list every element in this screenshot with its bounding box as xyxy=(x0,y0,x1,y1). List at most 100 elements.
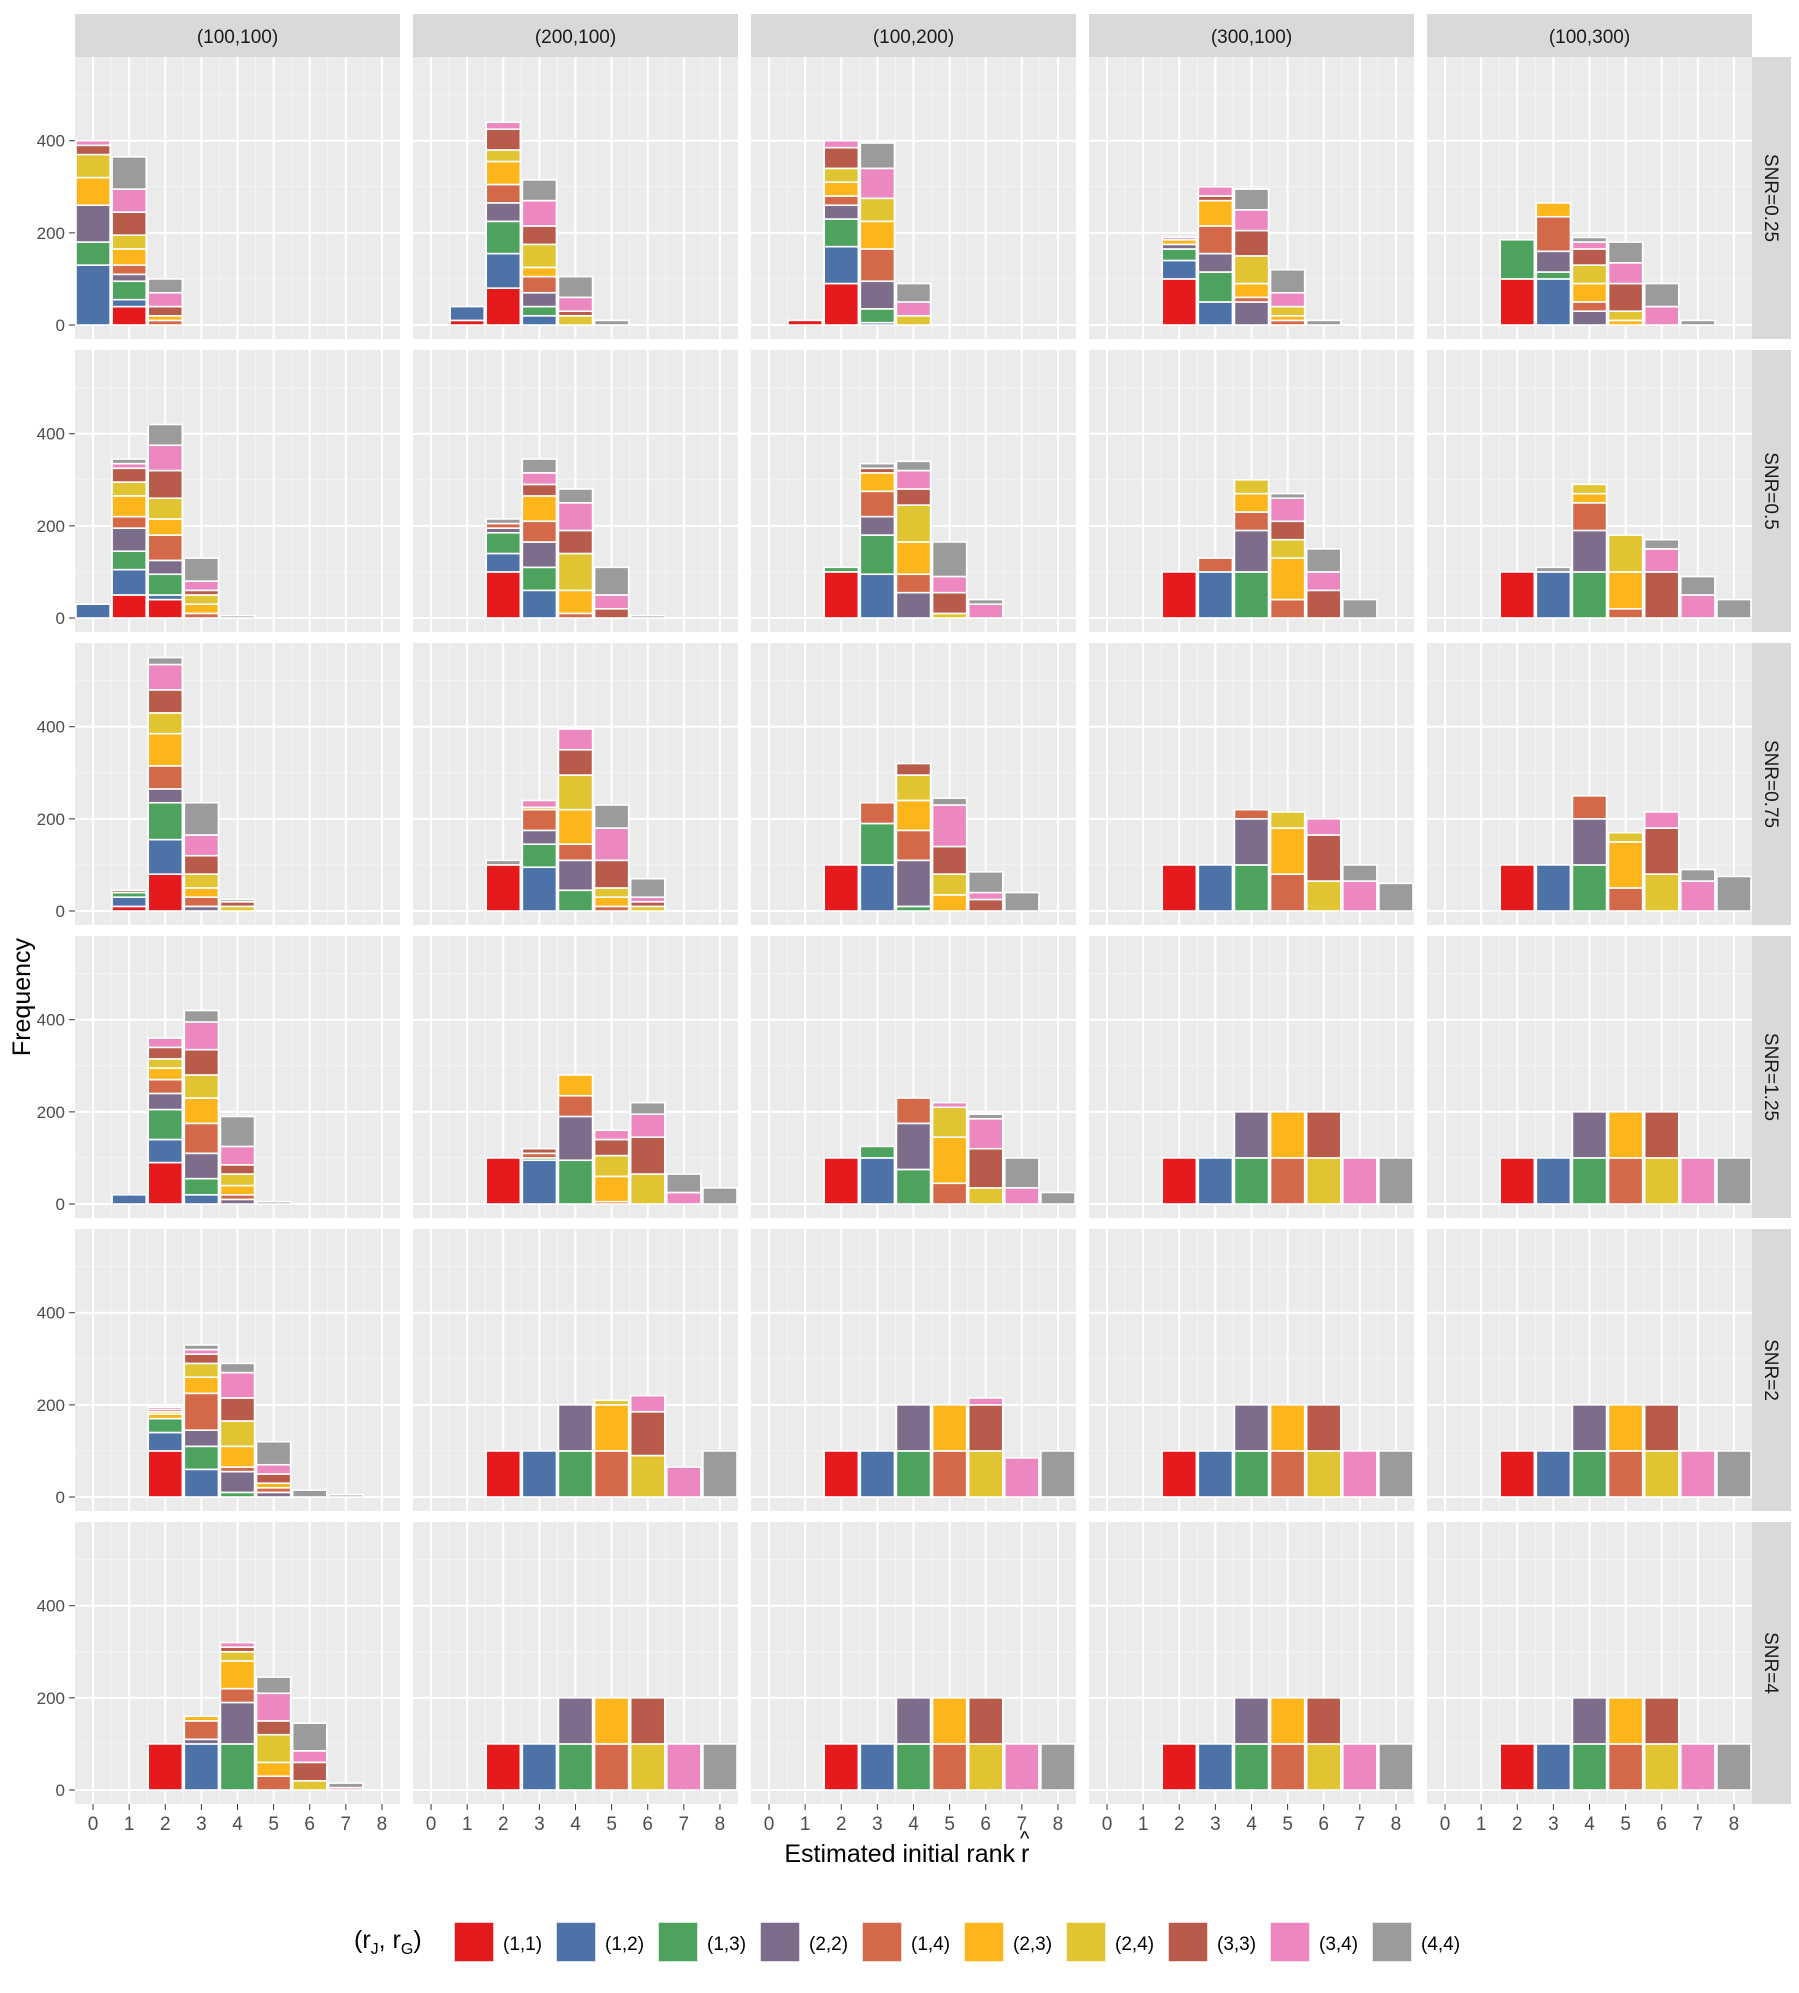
panel-r1-c1 xyxy=(413,350,738,632)
bar-segment-r0-c1-x3-s7 xyxy=(521,225,558,246)
bar-segment-r2-c1-x3-s3 xyxy=(521,829,558,845)
bar-segment-r0-c3-x5-s8 xyxy=(1269,291,1306,308)
bar-segment-r3-c0-x3-s6 xyxy=(183,1074,220,1099)
bar-segment-r2-c0-x2-s0 xyxy=(147,873,184,912)
bar-segment-r2-c2-x3-s4 xyxy=(859,801,896,825)
bar-segment-r1-c3-x6-s8 xyxy=(1305,571,1342,592)
bar-segment-r0-c0-x2-s9 xyxy=(147,278,184,294)
bar-segment-r0-c3-x4-s9 xyxy=(1233,188,1270,211)
bar-segment-r5-c1-x5-s4 xyxy=(593,1743,630,1791)
bar-segment-r3-c1-x5-s6 xyxy=(593,1154,630,1178)
bar-segment-r0-c1-x3-s8 xyxy=(521,199,558,227)
strip-row-0 xyxy=(1752,57,1791,339)
bar-segment-r0-c0-x1-s2 xyxy=(111,280,148,301)
legend-swatch-2 xyxy=(657,1921,699,1963)
bar-segment-r3-c2-x7-s8 xyxy=(1003,1187,1040,1205)
bar-segment-r3-c0-x2-s2 xyxy=(147,1108,184,1141)
bar-segment-r2-c0-x2-s7 xyxy=(147,689,184,714)
bar-segment-r2-c3-x6-s7 xyxy=(1305,834,1342,882)
x-tick-label: 0 xyxy=(1102,1814,1113,1835)
bar-segment-r5-c0-x6-s8 xyxy=(291,1750,328,1764)
strip-row-3 xyxy=(1752,936,1791,1218)
x-tick-label: 3 xyxy=(534,1814,545,1835)
bar-segment-r0-c0-x0-s6 xyxy=(75,153,111,179)
bar-segment-r0-c2-x2-s7 xyxy=(823,146,860,170)
bar-segment-r5-c0-x5-s9 xyxy=(255,1676,292,1695)
bar-segment-r2-c0-x2-s8 xyxy=(147,663,184,691)
bar-segment-r3-c0-x3-s3 xyxy=(183,1152,220,1180)
panel-r3-c0 xyxy=(75,936,400,1218)
bar-segment-r0-c0-x1-s3 xyxy=(111,273,148,283)
bar-segment-r4-c3-x4-s2 xyxy=(1233,1450,1270,1498)
bar-segment-r4-c3-x5-s5 xyxy=(1269,1404,1306,1452)
x-tick-label: 6 xyxy=(1318,1814,1329,1835)
bar-segment-r3-c1-x4-s3 xyxy=(557,1115,594,1162)
bar-segment-r2-c0-x3-s7 xyxy=(183,854,220,875)
x-tick-label: 4 xyxy=(1584,1814,1595,1835)
bar-segment-r3-c2-x2-s0 xyxy=(823,1157,860,1205)
bar-segment-r2-c0-x3-s4 xyxy=(183,896,220,908)
bar-segment-r2-c1-x5-s7 xyxy=(593,859,630,889)
bar-segment-r3-c0-x1-s1 xyxy=(111,1193,148,1205)
bar-segment-r4-c3-x5-s4 xyxy=(1269,1450,1306,1498)
bar-segment-r1-c0-x1-s5 xyxy=(111,495,148,518)
bar-segment-r0-c1-x3-s6 xyxy=(521,243,558,269)
x-tick-label: 0 xyxy=(88,1814,99,1835)
bar-segment-r2-c4-x6-s7 xyxy=(1643,827,1680,875)
panel-r3-c2 xyxy=(751,936,1076,1218)
bar-segment-r5-c0-x4-s8 xyxy=(219,1641,256,1648)
bar-segment-r2-c1-x5-s9 xyxy=(593,804,630,829)
bar-segment-r1-c1-x3-s2 xyxy=(521,566,558,592)
bar-segment-r0-c3-x3-s3 xyxy=(1197,252,1234,273)
bar-segment-r1-c0-x4-s9 xyxy=(219,614,256,619)
bar-segment-r0-c3-x4-s6 xyxy=(1233,255,1270,285)
panel-r0-c2 xyxy=(751,57,1076,339)
bar-segment-r5-c2-x5-s4 xyxy=(931,1743,968,1791)
y-tick-label: 0 xyxy=(56,316,65,335)
bar-segment-r5-c1-x3-s1 xyxy=(521,1743,558,1791)
bar-segment-r5-c0-x3-s4 xyxy=(183,1720,220,1741)
bar-segment-r1-c2-x4-s3 xyxy=(895,591,932,619)
panel-r0-c4 xyxy=(1427,57,1752,339)
bar-segment-r1-c4-x6-s8 xyxy=(1643,548,1680,573)
bar-segment-r0-c2-x3-s4 xyxy=(859,248,896,283)
bar-segment-r5-c4-x5-s5 xyxy=(1607,1697,1644,1745)
bar-segment-r1-c2-x5-s7 xyxy=(931,591,968,615)
bar-segment-r1-c3-x4-s5 xyxy=(1233,492,1270,513)
strip-row-label-1: SNR=0.5 xyxy=(1760,452,1781,530)
bar-segment-r2-c2-x6-s9 xyxy=(967,871,1004,894)
legend-swatch-7 xyxy=(1167,1921,1209,1963)
legend-label-8: (3,4) xyxy=(1319,1934,1358,1955)
bar-segment-r4-c3-x8-s9 xyxy=(1378,1450,1414,1498)
legend-label-3: (2,2) xyxy=(809,1934,848,1955)
bar-segment-r0-c2-x2-s8 xyxy=(823,139,860,149)
bar-segment-r4-c0-x5-s9 xyxy=(255,1440,292,1466)
bar-segment-r3-c4-x3-s1 xyxy=(1535,1157,1572,1205)
bar-segment-r1-c2-x6-s9 xyxy=(967,598,1004,605)
bar-segment-r5-c2-x8-s9 xyxy=(1040,1743,1076,1791)
bar-segment-r2-c0-x2-s1 xyxy=(147,838,184,875)
bar-segment-r3-c4-x6-s7 xyxy=(1643,1111,1680,1159)
bar-segment-r2-c1-x4-s2 xyxy=(557,889,594,912)
strip-row-label-0: SNR=0.25 xyxy=(1760,154,1781,242)
bar-segment-r0-c4-x5-s6 xyxy=(1607,310,1644,322)
bar-segment-r1-c3-x5-s5 xyxy=(1269,557,1306,601)
bar-segment-r0-c3-x2-s8 xyxy=(1161,236,1198,241)
bar-segment-r1-c0-x1-s1 xyxy=(111,568,148,596)
x-tick-label: 2 xyxy=(836,1814,847,1835)
bar-segment-r0-c1-x2-s5 xyxy=(485,160,522,186)
bar-segment-r2-c3-x2-s0 xyxy=(1161,864,1198,912)
bar-segment-r0-c4-x4-s9 xyxy=(1571,236,1608,243)
bar-segment-r0-c4-x2-s2 xyxy=(1499,238,1536,280)
bar-segment-r1-c1-x2-s9 xyxy=(485,518,522,525)
bar-segment-r0-c1-x3-s9 xyxy=(521,179,558,202)
bar-segment-r0-c3-x6-s9 xyxy=(1305,319,1342,326)
bar-segment-r3-c2-x5-s8 xyxy=(931,1101,968,1109)
bar-segment-r1-c3-x4-s6 xyxy=(1233,478,1270,495)
strip-col-label-1: (200,100) xyxy=(535,27,616,48)
bar-segment-r3-c3-x6-s6 xyxy=(1305,1157,1342,1205)
bar-segment-r2-c0-x3-s6 xyxy=(183,873,220,889)
bar-segment-r4-c0-x3-s6 xyxy=(183,1362,220,1379)
bar-segment-r0-c4-x4-s7 xyxy=(1571,248,1608,266)
bar-segment-r1-c4-x4-s5 xyxy=(1571,492,1608,504)
